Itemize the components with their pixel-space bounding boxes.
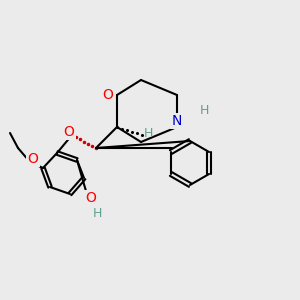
- Text: H: H: [200, 103, 209, 116]
- Text: H: H: [143, 127, 153, 140]
- Text: N: N: [172, 114, 182, 128]
- Text: O: O: [64, 125, 74, 139]
- Text: O: O: [85, 191, 96, 205]
- Text: O: O: [28, 152, 38, 166]
- Text: O: O: [103, 88, 113, 102]
- Text: H: H: [93, 207, 102, 220]
